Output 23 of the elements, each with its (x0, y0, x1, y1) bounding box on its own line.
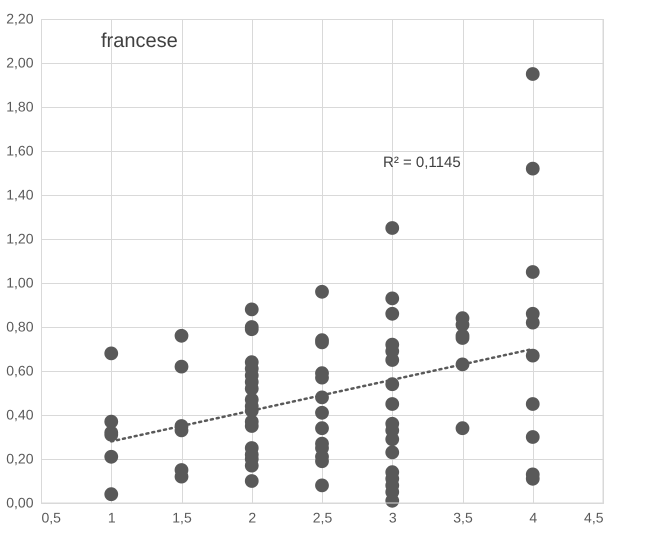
x-tick-label: 1,5 (172, 510, 192, 526)
y-tick-label: 1,60 (6, 142, 34, 158)
y-tick-label: 0,40 (6, 406, 34, 422)
y-tick-label: 0,20 (6, 450, 34, 466)
x-tick-label: 1 (108, 510, 116, 526)
y-tick-label: 0,80 (6, 318, 34, 334)
x-tick-label: 3,5 (453, 510, 473, 526)
x-tick-label: 2,5 (312, 510, 332, 526)
y-tick-label: 0,00 (6, 494, 34, 510)
y-tick-label: 1,00 (6, 274, 34, 290)
y-tick-label: 2,20 (6, 10, 34, 26)
x-tick-label: 3 (388, 510, 397, 526)
annotation: R² = 0,1145 (383, 154, 461, 171)
y-tick-label: 1,20 (6, 230, 34, 246)
y-tick-label: 2,00 (6, 54, 34, 70)
x-tick-label: 4,5 (584, 510, 604, 526)
y-tick-label: 0,60 (6, 362, 34, 378)
x-tick-label: 2 (248, 510, 256, 526)
x-tick-label: 4 (529, 510, 538, 526)
x-tick-label: 0,5 (42, 510, 62, 526)
y-tick-label: 1,40 (6, 186, 34, 202)
y-tick-label: 1,80 (6, 98, 34, 114)
text: francese (101, 30, 178, 52)
